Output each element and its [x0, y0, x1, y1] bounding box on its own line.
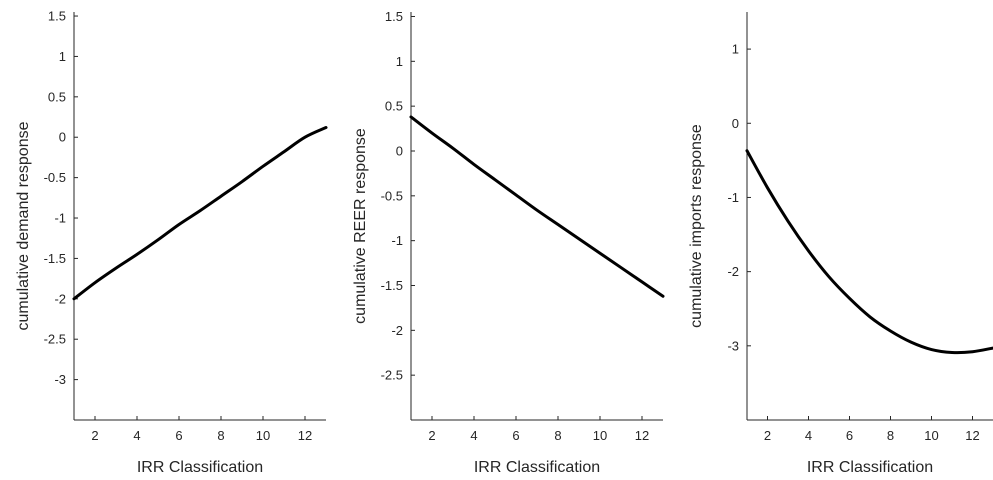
chart-panel-2: -2.5 -2 -1.5 -1 -0.5 0 0.5 1 1.5 2 4 6 8 10 12 IRR Clas… — [352, 9, 665, 476]
x-tick-label: 2 — [764, 428, 771, 443]
x-tick-label: 12 — [965, 428, 979, 443]
x-axis-title: IRR Classification — [807, 459, 933, 476]
y-tick-label: -2 — [727, 264, 739, 279]
x-tick-label: 6 — [175, 428, 182, 443]
y-axis-title: cumulative REER response — [352, 128, 369, 324]
chart-panel-1: -3 -2.5 -2 -1.5 -1 -0.5 0 0.5 1 1.5 2 4 6 8 10 12 IRR Cl… — [15, 9, 328, 476]
y-tick-label: -3 — [727, 338, 739, 353]
y-tick-label: 0 — [396, 143, 403, 158]
y-tick-label: -2 — [54, 291, 66, 306]
y-tick-label: -1 — [54, 211, 66, 226]
y-tick-label: 1 — [732, 42, 739, 57]
y-tick-label: -1 — [727, 190, 739, 205]
x-tick-label: 12 — [635, 428, 649, 443]
y-axis-title: cumulative demand response — [15, 121, 32, 330]
y-tick-label: -3 — [54, 372, 66, 387]
x-tick-label: 4 — [805, 428, 812, 443]
x-tick-label: 4 — [470, 428, 477, 443]
x-tick-label: 12 — [298, 428, 312, 443]
x-axis-title: IRR Classification — [137, 459, 263, 476]
y-tick-label: 1.5 — [48, 9, 66, 24]
y-tick-label: 1.5 — [385, 9, 403, 24]
x-tick-label: 2 — [428, 428, 435, 443]
x-tick-label: 8 — [887, 428, 894, 443]
series-line — [409, 115, 665, 298]
y-tick-label: -2 — [391, 323, 403, 338]
x-tick-label: 4 — [133, 428, 140, 443]
y-tick-label: -2.5 — [44, 332, 66, 347]
y-tick-label: 1 — [59, 49, 66, 64]
y-tick-label: 0.5 — [385, 99, 403, 114]
x-tick-label: 8 — [554, 428, 561, 443]
y-tick-label: 1 — [396, 54, 403, 69]
y-tick-label: 0 — [732, 116, 739, 131]
x-tick-label: 10 — [593, 428, 607, 443]
series-line — [72, 126, 328, 301]
y-tick-label: -1.5 — [381, 278, 403, 293]
x-tick-label: 2 — [91, 428, 98, 443]
y-tick-label: -0.5 — [381, 188, 403, 203]
x-tick-label: 10 — [924, 428, 938, 443]
y-tick-label: -1.5 — [44, 251, 66, 266]
y-tick-label: -1 — [391, 233, 403, 248]
x-tick-label: 6 — [846, 428, 853, 443]
y-tick-label: 0 — [59, 130, 66, 145]
series-line — [745, 149, 993, 355]
x-tick-label: 10 — [256, 428, 270, 443]
y-tick-label: 0.5 — [48, 89, 66, 104]
x-tick-label: 6 — [512, 428, 519, 443]
y-tick-label: -0.5 — [44, 170, 66, 185]
y-tick-label: -2.5 — [381, 368, 403, 383]
x-tick-label: 8 — [217, 428, 224, 443]
x-axis-title: IRR Classification — [474, 459, 600, 476]
y-axis-title: cumulative imports response — [688, 124, 705, 328]
